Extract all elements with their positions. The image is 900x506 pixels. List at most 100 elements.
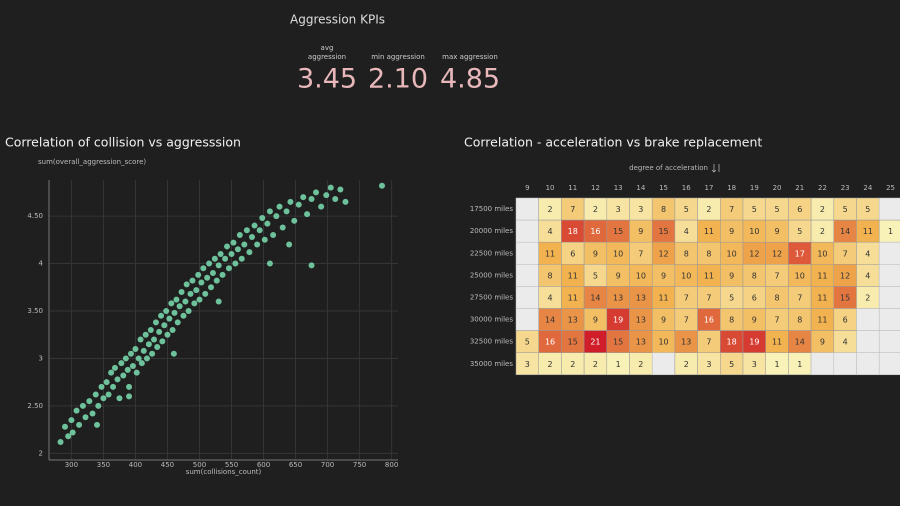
- point: [198, 279, 205, 286]
- cell-label: 11: [863, 227, 873, 236]
- point: [180, 312, 187, 319]
- x-tick-label: 600: [257, 461, 270, 469]
- cell-label: 4: [865, 271, 870, 280]
- cell-label: 10: [727, 249, 737, 258]
- point: [295, 201, 302, 208]
- cell-label: 15: [568, 338, 578, 347]
- cell-label: 2: [593, 205, 598, 214]
- cell-label: 10: [636, 271, 646, 280]
- scatter-chart: Correlation of collision vs aggresssion s…: [5, 135, 398, 477]
- column-label: 22: [818, 184, 827, 192]
- cell-label: 11: [568, 271, 578, 280]
- point: [170, 350, 177, 357]
- cell-label: 10: [658, 338, 668, 347]
- point: [222, 255, 229, 262]
- empty-cell: [878, 308, 900, 331]
- empty-cell: [878, 197, 900, 221]
- cell-label: 13: [681, 338, 691, 347]
- cell-label: 9: [752, 316, 757, 325]
- column-label: 14: [636, 184, 645, 192]
- chart-title: Correlation - acceleration vs brake repl…: [464, 135, 762, 150]
- row-label: 20000 miles: [470, 227, 514, 235]
- x-axis-label: degree of acceleration: [629, 164, 708, 172]
- cell-label: 9: [593, 316, 598, 325]
- cell-label: 7: [843, 249, 848, 258]
- point: [147, 326, 154, 333]
- point: [279, 224, 286, 231]
- y-tick-label: 4.50: [27, 212, 43, 220]
- point: [79, 402, 86, 409]
- point: [200, 265, 207, 272]
- cell-label: 12: [772, 249, 782, 258]
- kpi-label-line: aggression: [308, 53, 346, 61]
- y-axis-label: sum(overall_aggression_score): [38, 158, 146, 166]
- point: [238, 255, 245, 262]
- point: [159, 338, 166, 345]
- column-label: 13: [614, 184, 623, 192]
- point: [166, 315, 173, 322]
- cell-label: 15: [613, 227, 623, 236]
- point: [286, 241, 293, 248]
- point: [204, 274, 211, 281]
- point: [110, 383, 117, 390]
- cell-label: 8: [684, 249, 689, 258]
- point: [225, 265, 232, 272]
- cell-label: 19: [613, 316, 623, 325]
- point: [195, 271, 202, 278]
- column-label: 21: [795, 184, 804, 192]
- kpi-label-line: avg: [321, 44, 334, 52]
- cell-label: 9: [661, 316, 666, 325]
- cell-label: 9: [661, 271, 666, 280]
- cell-label: 18: [568, 227, 578, 236]
- x-tick-label: 550: [225, 461, 238, 469]
- point: [168, 300, 175, 307]
- point: [187, 290, 194, 297]
- cell-label: 10: [749, 227, 759, 236]
- point: [287, 198, 294, 205]
- cell-label: 5: [525, 338, 530, 347]
- point: [308, 195, 315, 202]
- x-tick-label: 750: [353, 461, 366, 469]
- point: [291, 217, 298, 224]
- point: [57, 438, 64, 445]
- point: [126, 393, 133, 400]
- cell-label: 5: [729, 293, 734, 302]
- cell-label: 3: [525, 360, 530, 369]
- point: [236, 232, 243, 239]
- cell-label: 5: [865, 205, 870, 214]
- point: [171, 309, 178, 316]
- y-tick-label: 2.50: [27, 402, 43, 410]
- cell-label: 7: [570, 205, 575, 214]
- column-label: 19: [750, 184, 759, 192]
- cell-label: 10: [817, 249, 827, 258]
- point: [116, 395, 123, 402]
- cell-label: 13: [636, 293, 646, 302]
- point: [266, 260, 273, 267]
- point: [304, 211, 311, 218]
- x-tick-label: 400: [129, 461, 142, 469]
- point: [169, 326, 176, 333]
- cell-label: 13: [636, 338, 646, 347]
- cell-label: 4: [865, 249, 870, 258]
- cell-label: 9: [820, 338, 825, 347]
- point: [323, 192, 330, 199]
- heatmap-chart: Correlation - acceleration vs brake repl…: [464, 135, 900, 376]
- point: [185, 307, 192, 314]
- cell-label: 15: [840, 293, 850, 302]
- cell-label: 7: [775, 316, 780, 325]
- cell-label: 4: [548, 293, 553, 302]
- empty-cell: [515, 286, 539, 309]
- column-label: 20: [773, 184, 782, 192]
- cell-label: 1: [775, 360, 780, 369]
- cell-label: 5: [684, 205, 689, 214]
- cell-label: 12: [658, 249, 668, 258]
- cell-label: 1: [616, 360, 621, 369]
- cell-label: 9: [775, 227, 780, 236]
- point: [111, 364, 118, 371]
- point: [178, 289, 185, 295]
- x-tick-label: 800: [385, 461, 398, 469]
- point: [94, 421, 101, 428]
- cell-label: 6: [797, 205, 802, 214]
- cell-label: 4: [843, 338, 848, 347]
